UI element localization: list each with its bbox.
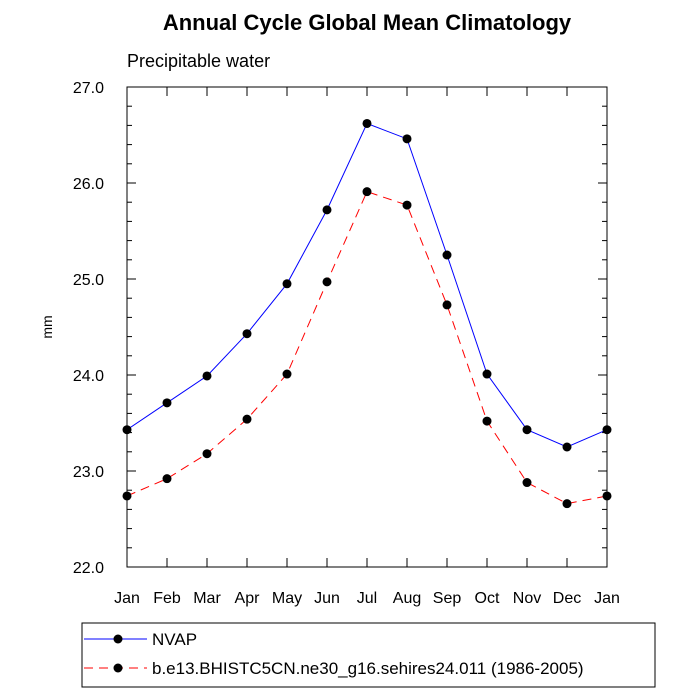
x-tick-label: Feb: [153, 590, 181, 607]
plot-frame: [126, 86, 608, 568]
legend-label: NVAP: [152, 630, 197, 649]
data-point: [322, 205, 332, 215]
data-point: [402, 200, 412, 210]
data-point: [442, 250, 452, 260]
data-point: [242, 329, 252, 339]
x-tick-label: Jan: [594, 590, 620, 607]
y-tick-label: 23.0: [73, 464, 104, 481]
x-tick-label: Aug: [393, 590, 421, 607]
data-point: [122, 491, 132, 501]
legend-marker: [113, 634, 123, 644]
data-point: [562, 499, 572, 509]
x-tick-label: Oct: [475, 590, 500, 607]
data-point: [442, 300, 452, 310]
y-tick-label: 25.0: [73, 272, 104, 289]
data-point: [482, 369, 492, 379]
data-point: [202, 449, 212, 459]
data-point: [322, 277, 332, 287]
y-tick-label: 26.0: [73, 176, 104, 193]
data-point: [122, 425, 132, 435]
data-point: [362, 118, 372, 128]
legend: NVAP b.e13.BHISTC5CN.ne30_g16.sehires24.0…: [84, 630, 584, 678]
data-point: [282, 279, 292, 289]
axes-group: Jan Feb Mar Apr May Jun Jul Aug Sep Oct Nov Dec Jan 2…: [73, 80, 620, 607]
data-point: [282, 369, 292, 379]
data-point: [362, 187, 372, 197]
x-tick-label: Mar: [193, 590, 221, 607]
data-point: [482, 416, 492, 426]
x-tick-label: Jun: [314, 590, 340, 607]
legend-label: b.e13.BHISTC5CN.ne30_g16.sehires24.011 (…: [152, 659, 584, 678]
series-line-2: [126, 191, 608, 505]
chart-subtitle: Precipitable water: [127, 51, 270, 71]
data-point: [402, 134, 412, 144]
series-line-1: [126, 122, 608, 448]
y-tick-label: 27.0: [73, 80, 104, 97]
data-point: [162, 474, 172, 484]
chart-title: Annual Cycle Global Mean Climatology: [163, 10, 572, 35]
series-layer: [122, 118, 612, 509]
data-point: [522, 425, 532, 435]
data-point: [602, 425, 612, 435]
data-point: [522, 478, 532, 488]
x-tick-label: Jan: [114, 590, 140, 607]
x-tick-label: Dec: [553, 590, 581, 607]
data-point: [162, 398, 172, 408]
data-point: [202, 371, 212, 381]
y-tick-label: 22.0: [73, 560, 104, 577]
y-axis-label: mm: [39, 315, 55, 338]
y-tick-label: 24.0: [73, 368, 104, 385]
legend-marker: [113, 663, 123, 673]
legend-box: [81, 622, 656, 688]
x-tick-label: Sep: [433, 590, 462, 607]
data-point: [242, 414, 252, 424]
data-point: [562, 442, 572, 452]
x-tick-label: Apr: [235, 590, 261, 607]
x-tick-label: Jul: [357, 590, 377, 607]
data-point: [602, 491, 612, 501]
x-tick-label: May: [272, 590, 302, 607]
x-tick-label: Nov: [513, 590, 541, 607]
